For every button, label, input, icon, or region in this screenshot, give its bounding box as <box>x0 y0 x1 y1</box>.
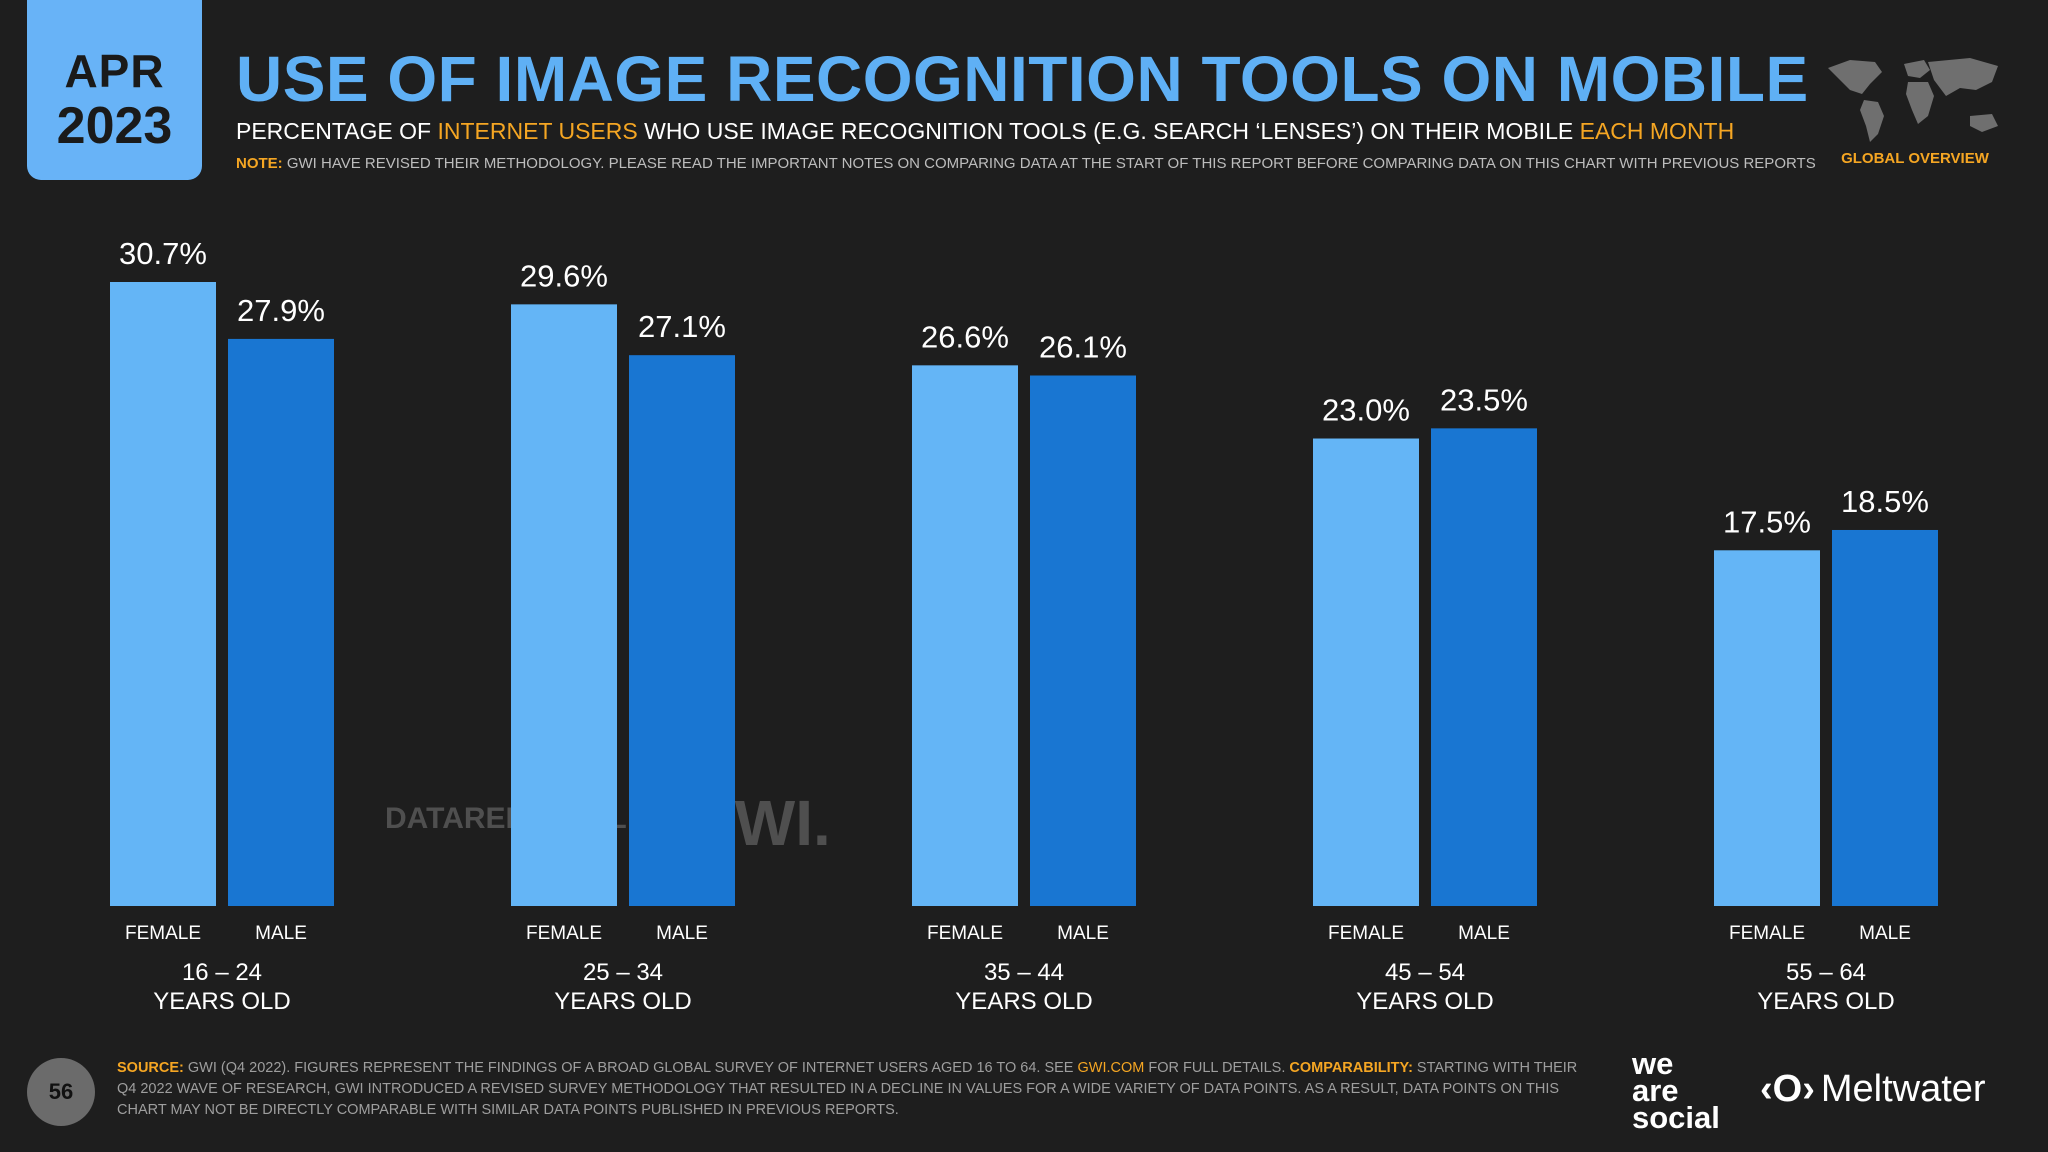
date-year: 2023 <box>56 97 173 155</box>
subtitle-highlight: INTERNET USERS <box>437 118 638 144</box>
series-label: FEMALE <box>1328 923 1404 944</box>
source-body: GWI (Q4 2022). FIGURES REPRESENT THE FIN… <box>183 1060 1078 1076</box>
comparability-label: COMPARABILITY: <box>1289 1060 1413 1076</box>
series-label: MALE <box>255 923 307 944</box>
data-label: 18.5% <box>1841 484 1929 519</box>
date-badge: APR 2023 <box>27 0 202 180</box>
category-suffix: YEARS OLD <box>1356 988 1493 1015</box>
series-label: MALE <box>656 923 708 944</box>
series-label: MALE <box>1859 923 1911 944</box>
subtitle: PERCENTAGE OF INTERNET USERS WHO USE IMA… <box>236 118 1734 145</box>
bar-female <box>110 282 216 906</box>
category-label: 45 – 54 <box>1385 959 1465 986</box>
series-label: MALE <box>1458 923 1510 944</box>
bar-female <box>1714 550 1820 906</box>
series-label: FEMALE <box>1729 923 1805 944</box>
world-map-icon <box>1828 58 1998 142</box>
source-text: SOURCE: GWI (Q4 2022). FIGURES REPRESENT… <box>117 1058 1587 1121</box>
bar-male <box>1030 375 1136 906</box>
comparability-body: STARTING WITH THEIR Q4 2022 WAVE OF RESE… <box>117 1060 1578 1118</box>
bar-male <box>1431 428 1537 906</box>
category-label: 25 – 34 <box>583 959 663 986</box>
source-link[interactable]: GWI.COM <box>1077 1060 1145 1076</box>
category-suffix: YEARS OLD <box>1757 988 1894 1015</box>
series-label: FEMALE <box>125 923 201 944</box>
data-label: 26.6% <box>921 319 1009 354</box>
subtitle-part: PERCENTAGE OF <box>236 118 438 144</box>
data-label: 17.5% <box>1723 504 1811 539</box>
category-suffix: YEARS OLD <box>955 988 1092 1015</box>
data-label: 27.1% <box>638 309 726 344</box>
meltwater-logo: ‹O› Meltwater <box>1760 1068 1986 1111</box>
subtitle-part: WHO USE IMAGE RECOGNITION TOOLS (E.G. SE… <box>637 118 1580 144</box>
page-number: 56 <box>27 1058 95 1126</box>
global-overview-label: GLOBAL OVERVIEW <box>1841 150 1989 167</box>
data-label: 29.6% <box>520 258 608 293</box>
logo-line: social <box>1632 1100 1720 1135</box>
bar-male <box>629 355 735 907</box>
source-label: SOURCE: <box>117 1060 184 1076</box>
bar-male <box>1832 529 1938 906</box>
source-body-2: FOR FULL DETAILS. <box>1144 1060 1290 1076</box>
bar-female <box>511 304 617 907</box>
series-label: FEMALE <box>927 923 1003 944</box>
series-label: MALE <box>1057 923 1109 944</box>
data-label: 23.5% <box>1440 382 1528 417</box>
category-label: 35 – 44 <box>984 959 1064 986</box>
subtitle-highlight: EACH MONTH <box>1579 118 1735 144</box>
we-are-social-logo: we are social <box>1632 1046 1720 1135</box>
data-label: 23.0% <box>1322 393 1410 428</box>
category-label: 16 – 24 <box>182 959 262 986</box>
meltwater-name: Meltwater <box>1820 1068 1986 1110</box>
data-label: 26.1% <box>1039 329 1127 364</box>
bar-male <box>228 338 334 906</box>
bar-female <box>1313 438 1419 906</box>
methodology-note: NOTE: GWI HAVE REVISED THEIR METHODOLOGY… <box>236 155 1816 172</box>
category-label: 55 – 64 <box>1786 959 1866 986</box>
data-label: 30.7% <box>119 236 207 271</box>
page-title: USE OF IMAGE RECOGNITION TOOLS ON MOBILE <box>236 43 1809 115</box>
date-month: APR <box>64 45 165 97</box>
logo-line: we <box>1632 1046 1674 1081</box>
series-label: FEMALE <box>526 923 602 944</box>
data-label: 27.9% <box>237 293 325 328</box>
meltwater-icon: ‹O› <box>1760 1068 1815 1110</box>
logo-line: are <box>1632 1073 1679 1108</box>
category-suffix: YEARS OLD <box>554 988 691 1015</box>
category-suffix: YEARS OLD <box>153 988 290 1015</box>
bar-female <box>912 365 1018 906</box>
note-text: GWI HAVE REVISED THEIR METHODOLOGY. PLEA… <box>282 155 1816 172</box>
note-label: NOTE: <box>236 155 283 172</box>
